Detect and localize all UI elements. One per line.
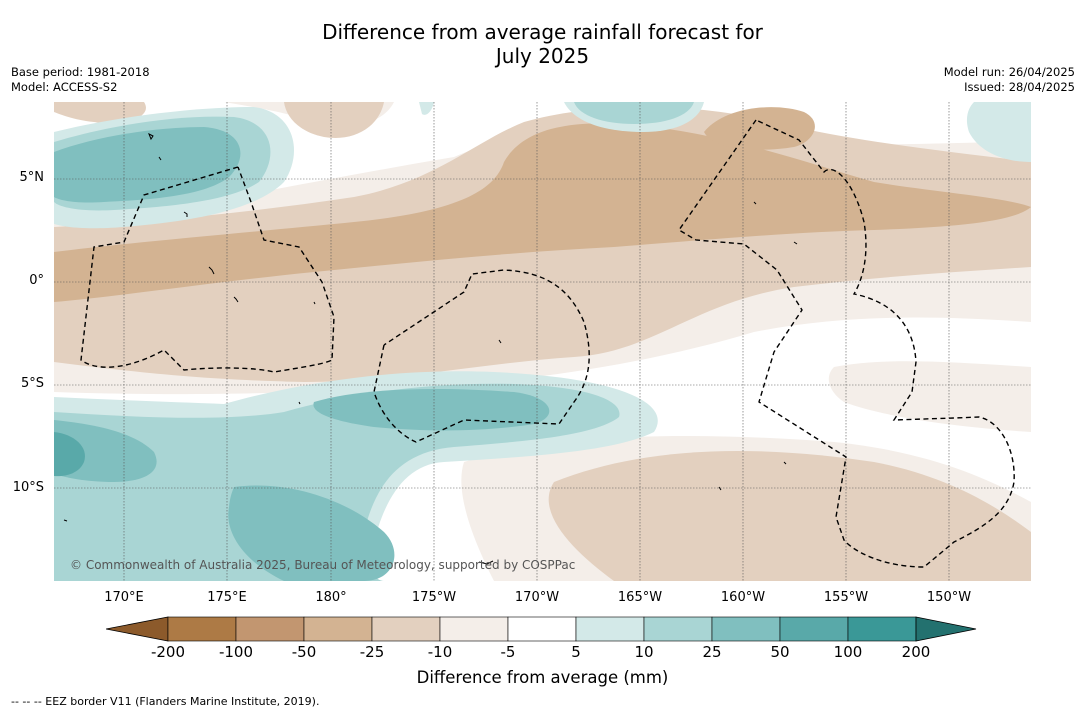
colorbar-tick-label: 200 xyxy=(901,643,931,661)
colorbar-tick-label: -200 xyxy=(150,643,186,661)
title-line-2: July 2025 xyxy=(495,44,590,68)
colorbar-tick-label: 10 xyxy=(634,643,654,661)
lon-label-165w: 165°W xyxy=(617,590,663,605)
issued-date: Issued: 28/04/2025 xyxy=(964,80,1075,94)
colorbar-cell xyxy=(711,616,781,642)
colorbar-cell xyxy=(507,616,577,642)
meta-left: Base period: 1981-2018 Model: ACCESS-S2 xyxy=(11,65,150,95)
colorbar-tick-label: -5 xyxy=(500,643,516,661)
colorbar-tick-label: -10 xyxy=(427,643,453,661)
lon-label-170w: 170°W xyxy=(514,590,560,605)
colorbar-cell xyxy=(371,616,441,642)
colorbar-cell xyxy=(303,616,373,642)
dark-teal-regions xyxy=(54,432,85,477)
colorbar-cell xyxy=(847,616,917,642)
colorbar-cell xyxy=(575,616,645,642)
map-title: Difference from average rainfall forecas… xyxy=(0,20,1085,68)
graticule xyxy=(54,102,1031,581)
teal-regions xyxy=(54,127,550,581)
lat-label-5s: 5°S xyxy=(20,376,44,391)
lon-label-175w: 175°W xyxy=(411,590,457,605)
meta-right: Model run: 26/04/2025 Issued: 28/04/2025 xyxy=(944,65,1075,95)
colorbar-label: Difference from average (mm) xyxy=(416,668,669,687)
lon-label-180: 180° xyxy=(315,590,347,605)
colorbar-cell xyxy=(439,616,509,642)
eez-legend-note: -- -- -- EEZ border V11 (Flanders Marine… xyxy=(11,695,320,708)
lon-label-155w: 155°W xyxy=(823,590,869,605)
lon-label-160w: 160°W xyxy=(720,590,766,605)
colorbar-cell xyxy=(167,616,237,642)
title-line-1: Difference from average rainfall forecas… xyxy=(322,20,763,44)
rainfall-anomaly-map xyxy=(54,102,1031,581)
model-run: Model run: 26/04/2025 xyxy=(943,65,1075,79)
colorbar-extend-low xyxy=(106,616,169,642)
colorbar xyxy=(106,616,977,642)
colorbar-tick-label: -25 xyxy=(359,643,385,661)
colorbar-cell xyxy=(643,616,713,642)
lat-label-0: 0° xyxy=(29,273,44,288)
mid-brown-regions xyxy=(54,107,1031,302)
islands xyxy=(63,132,798,565)
model-name: Model: ACCESS-S2 xyxy=(11,80,118,94)
lon-label-150w: 150°W xyxy=(926,590,972,605)
colorbar-tick-label: 50 xyxy=(770,643,790,661)
lat-label-5n: 5°N xyxy=(19,170,45,185)
colorbar-cell xyxy=(235,616,305,642)
lat-label-10s: 10°S xyxy=(12,480,44,495)
colorbar-tick-label: 5 xyxy=(571,643,581,661)
colorbar-tick-label: 100 xyxy=(833,643,863,661)
colorbar-extend-high xyxy=(915,616,977,642)
colorbar-tick-label: -50 xyxy=(291,643,317,661)
lon-label-170e: 170°E xyxy=(104,590,144,605)
base-period: Base period: 1981-2018 xyxy=(11,65,150,79)
colorbar-tick-label: 25 xyxy=(702,643,722,661)
colorbar-tick-label: -100 xyxy=(218,643,254,661)
copyright-notice: © Commonwealth of Australia 2025, Bureau… xyxy=(70,558,576,572)
lon-label-175e: 175°E xyxy=(207,590,247,605)
eez-borders xyxy=(80,119,1015,568)
colorbar-cell xyxy=(779,616,849,642)
